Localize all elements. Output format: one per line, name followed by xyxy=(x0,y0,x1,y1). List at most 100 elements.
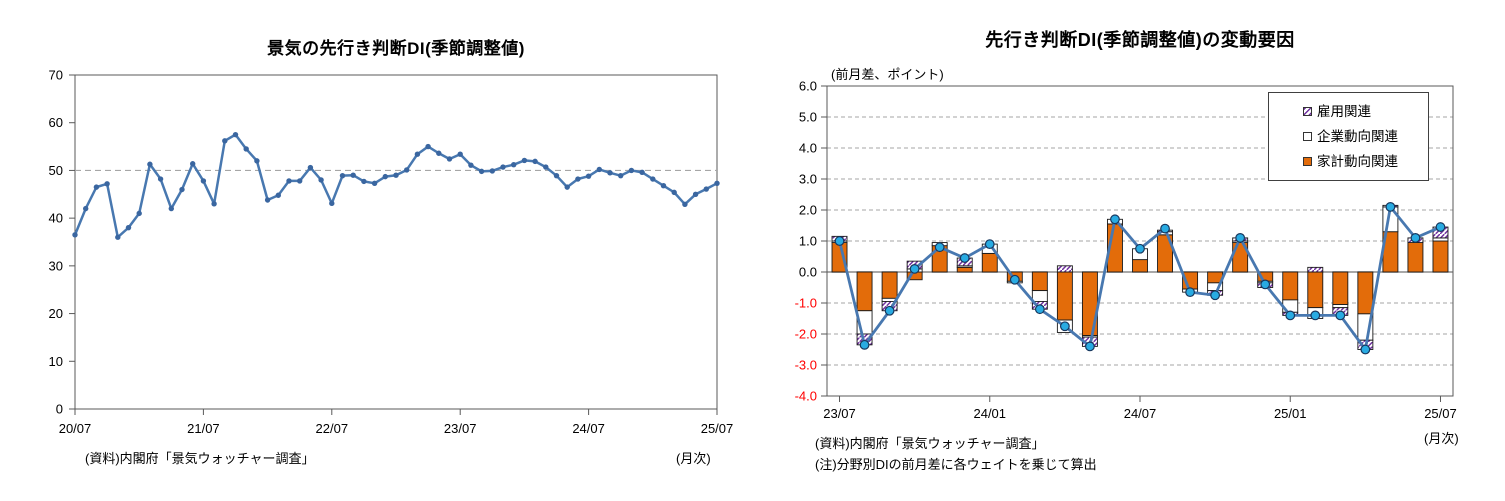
data-point-marker xyxy=(521,157,528,164)
bar-segment-household xyxy=(1132,259,1148,273)
right-chart-x-axis: 23/07 24/01 24/07 25/01 25/07 xyxy=(823,396,1457,421)
total-change-marker xyxy=(984,239,995,250)
total-change-marker xyxy=(1210,290,1221,301)
bar-segment-employment xyxy=(1307,266,1324,273)
right-chart-plot-frame xyxy=(826,85,1454,397)
bar-segment-household xyxy=(1031,271,1048,292)
svg-text:0.0: 0.0 xyxy=(799,265,817,280)
svg-text:20/07: 20/07 xyxy=(59,421,92,436)
total-change-marker xyxy=(1310,310,1321,321)
svg-text:24/07: 24/07 xyxy=(572,421,605,436)
right-chart-bars xyxy=(831,204,1449,350)
right-chart-unit-label: (前月差、ポイント) xyxy=(831,67,944,82)
data-point-marker xyxy=(125,224,132,231)
data-point-marker xyxy=(104,181,110,187)
total-change-marker xyxy=(1110,214,1120,225)
data-point-marker xyxy=(457,151,463,157)
bar-segment-household xyxy=(956,266,973,273)
data-point-marker xyxy=(211,201,217,207)
total-change-marker xyxy=(1085,341,1095,352)
legend-label-corporate: 企業動向関連 xyxy=(1317,128,1398,144)
bar-segment-household xyxy=(856,271,873,312)
svg-text:-1.0: -1.0 xyxy=(795,296,817,311)
left-chart-plot-frame xyxy=(74,74,718,410)
svg-text:5.0: 5.0 xyxy=(799,110,817,125)
bar-segment-household xyxy=(1282,271,1299,301)
bar-segment-household xyxy=(1357,271,1374,315)
svg-text:60: 60 xyxy=(49,115,63,130)
data-point-marker xyxy=(671,189,677,196)
data-point-marker xyxy=(511,162,517,168)
svg-text:25/01: 25/01 xyxy=(1274,406,1307,421)
left-chart-y-axis: 0 10 20 30 40 50 60 70 xyxy=(49,68,75,417)
total-change-marker xyxy=(859,339,870,350)
data-point-marker xyxy=(618,172,624,179)
bar-segment-corporate xyxy=(1031,290,1048,302)
total-change-marker xyxy=(1160,223,1170,234)
data-point-marker xyxy=(532,158,538,165)
data-point-marker xyxy=(404,167,410,173)
left-chart-source: (資料)内閣府「景気ウォッチャー調査」 xyxy=(85,451,315,466)
svg-text:70: 70 xyxy=(49,68,63,83)
data-point-marker xyxy=(190,161,196,167)
svg-text:20: 20 xyxy=(49,306,63,321)
svg-text:6.0: 6.0 xyxy=(799,79,817,94)
data-point-marker xyxy=(339,172,346,179)
right-chart-frequency-label: (月次) xyxy=(1424,431,1459,446)
data-point-marker xyxy=(575,176,581,182)
data-point-marker xyxy=(83,205,89,212)
data-point-marker xyxy=(585,173,592,179)
data-point-marker xyxy=(543,164,549,170)
svg-text:25/07: 25/07 xyxy=(1424,406,1457,421)
data-point-marker xyxy=(254,158,260,164)
svg-text:30: 30 xyxy=(49,258,63,273)
bar-segment-corporate xyxy=(1332,304,1349,309)
svg-text:0: 0 xyxy=(56,402,63,417)
data-point-marker xyxy=(200,178,207,184)
data-point-marker xyxy=(232,131,239,138)
svg-text:23/07: 23/07 xyxy=(444,421,477,436)
data-point-marker xyxy=(318,177,324,183)
legend-item-employment: 雇用関連 xyxy=(1303,105,1428,119)
data-point-marker xyxy=(264,197,271,203)
bar-segment-household xyxy=(1432,240,1449,273)
total-change-marker xyxy=(884,305,895,316)
svg-text:2.0: 2.0 xyxy=(799,203,817,218)
svg-text:25/07: 25/07 xyxy=(701,421,734,436)
data-point-marker xyxy=(275,192,281,198)
data-point-marker xyxy=(703,186,709,192)
bar-segment-household xyxy=(1407,242,1424,273)
svg-text:24/07: 24/07 xyxy=(1124,406,1157,421)
svg-text:-2.0: -2.0 xyxy=(795,327,817,342)
data-point-marker xyxy=(179,186,185,193)
data-point-marker xyxy=(596,166,602,173)
data-point-marker xyxy=(650,176,656,182)
total-change-marker xyxy=(1385,201,1396,212)
bar-segment-employment xyxy=(1056,265,1073,273)
total-change-marker xyxy=(1009,274,1020,285)
data-point-marker xyxy=(136,210,142,217)
legend-label-employment: 雇用関連 xyxy=(1317,103,1371,119)
total-change-marker xyxy=(1034,304,1045,315)
total-change-marker xyxy=(1360,344,1371,355)
bar-segment-household xyxy=(881,271,898,299)
data-point-marker xyxy=(607,170,613,176)
data-point-marker xyxy=(500,164,506,170)
data-point-marker xyxy=(382,173,388,180)
data-point-marker xyxy=(628,167,635,174)
data-point-marker xyxy=(350,172,356,178)
bar-segment-household xyxy=(1307,271,1324,309)
data-point-marker xyxy=(168,205,174,212)
svg-text:10: 10 xyxy=(49,354,63,369)
data-point-marker xyxy=(393,172,399,178)
total-change-marker xyxy=(959,253,970,263)
total-change-marker xyxy=(1059,321,1070,332)
total-change-marker xyxy=(1435,222,1446,232)
right-chart-total-line xyxy=(834,201,1446,355)
right-chart-legend: 雇用関連 企業動向関連 家計動向関連 xyxy=(1268,92,1429,181)
data-point-marker xyxy=(564,184,570,190)
data-point-marker xyxy=(147,161,153,167)
total-change-marker xyxy=(834,236,845,246)
bar-segment-household xyxy=(1056,271,1073,321)
